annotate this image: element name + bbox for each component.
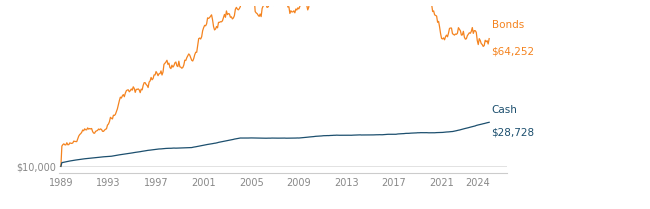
Text: $64,252: $64,252 [491,46,535,56]
Text: Cash: Cash [491,104,517,115]
Text: $28,728: $28,728 [491,127,535,138]
Text: Bonds: Bonds [491,20,524,30]
